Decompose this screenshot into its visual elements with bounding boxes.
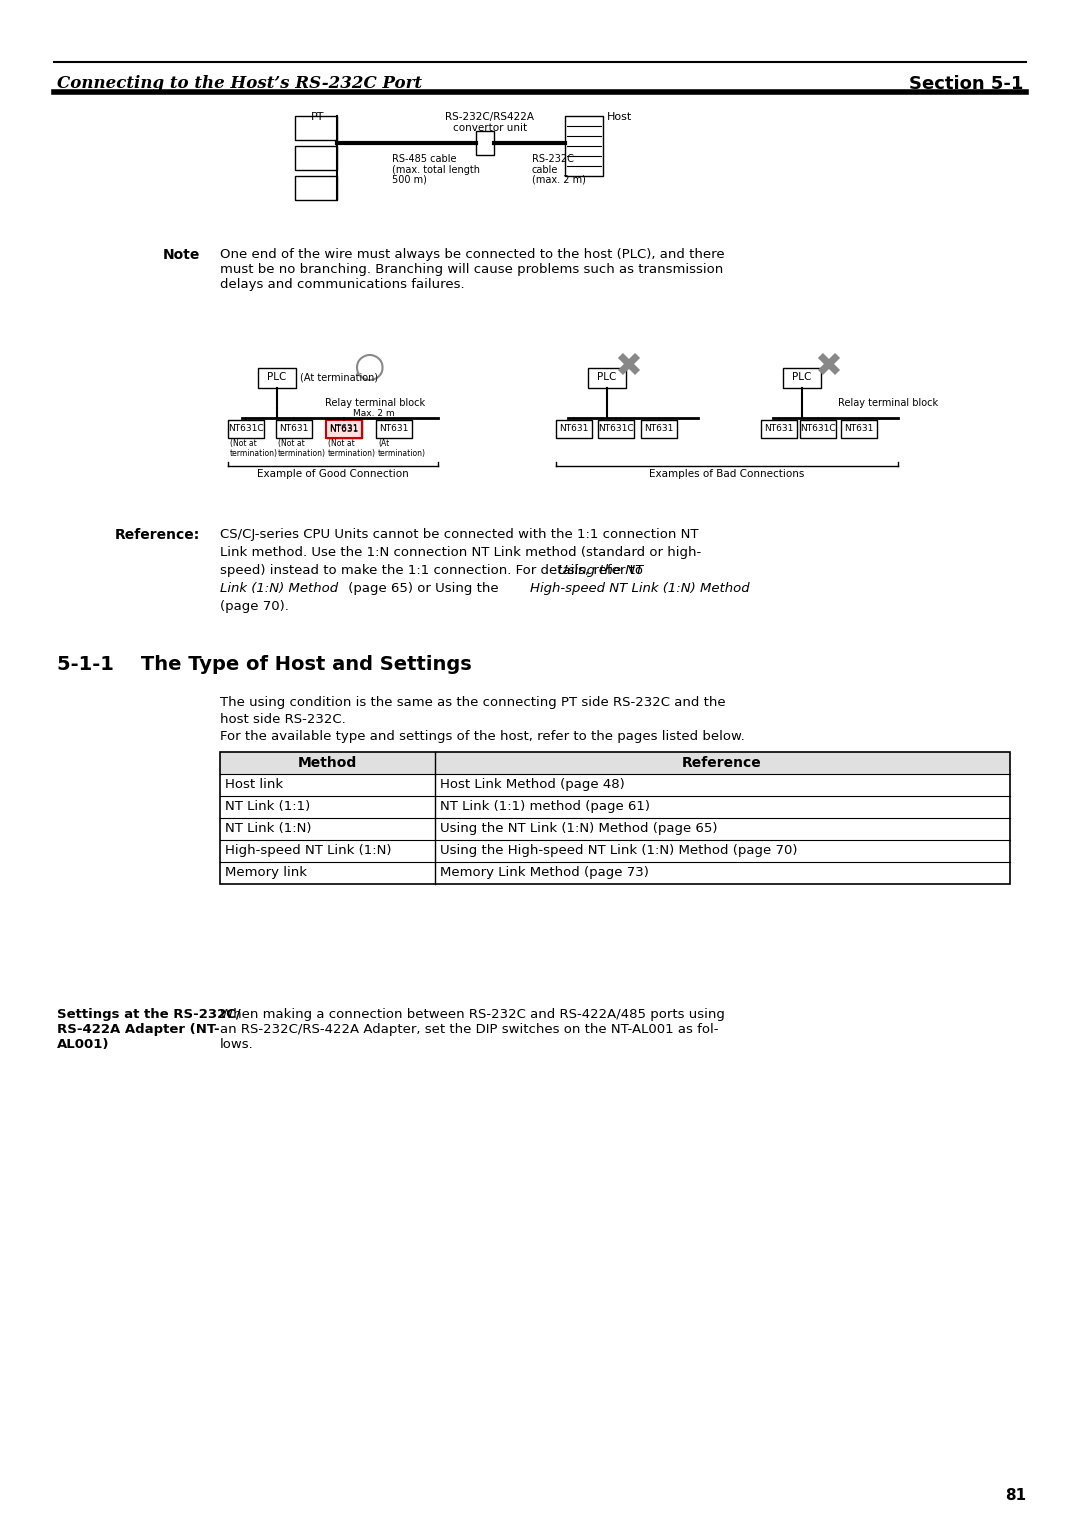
- Text: Using the NT Link (1:N) Method (page 65): Using the NT Link (1:N) Method (page 65): [440, 822, 717, 834]
- Bar: [276, 420, 312, 439]
- Bar: [295, 176, 337, 200]
- Text: High-speed NT Link (1:N): High-speed NT Link (1:N): [225, 843, 391, 857]
- Bar: [556, 420, 592, 439]
- Text: CS/CJ-series CPU Units cannot be connected with the 1:1 connection NT: CS/CJ-series CPU Units cannot be connect…: [220, 529, 699, 541]
- Text: NT631: NT631: [379, 423, 408, 432]
- Text: Using the NT: Using the NT: [558, 564, 644, 578]
- Bar: [220, 752, 1010, 885]
- Text: ○: ○: [354, 350, 386, 384]
- Text: RS-232C/RS422A: RS-232C/RS422A: [446, 112, 535, 122]
- Text: Method: Method: [297, 756, 356, 770]
- Text: NT631: NT631: [280, 423, 309, 432]
- Text: NT Link (1:1): NT Link (1:1): [225, 801, 310, 813]
- Text: Memory link: Memory link: [225, 866, 307, 879]
- Text: Link method. Use the 1:N connection NT Link method (standard or high-: Link method. Use the 1:N connection NT L…: [220, 545, 701, 559]
- Text: NT631: NT631: [765, 423, 794, 432]
- Text: NT Link (1:N): NT Link (1:N): [225, 822, 311, 834]
- Text: Reference: Reference: [683, 756, 761, 770]
- Bar: [841, 420, 877, 439]
- Bar: [220, 752, 1010, 775]
- Text: Relay terminal block: Relay terminal block: [838, 397, 939, 408]
- Text: 500 m): 500 m): [392, 176, 427, 185]
- Text: NT631C: NT631C: [228, 423, 264, 432]
- Text: NT631C: NT631C: [800, 423, 836, 432]
- Bar: [476, 131, 494, 154]
- Text: (Not at
termination): (Not at termination): [278, 439, 326, 458]
- Text: When making a connection between RS-232C and RS-422A/485 ports using
an RS-232C/: When making a connection between RS-232C…: [220, 1008, 725, 1051]
- Text: For the available type and settings of the host, refer to the pages listed below: For the available type and settings of t…: [220, 730, 745, 743]
- Text: NT Link (1:1) method (page 61): NT Link (1:1) method (page 61): [440, 801, 650, 813]
- Bar: [258, 368, 296, 388]
- Text: ✖: ✖: [814, 350, 842, 384]
- Text: Host: Host: [607, 112, 632, 122]
- Text: NT631: NT631: [329, 425, 359, 434]
- Bar: [326, 420, 362, 439]
- Text: NT631C: NT631C: [598, 423, 634, 432]
- Text: RS-232C: RS-232C: [532, 154, 573, 163]
- Text: One end of the wire must always be connected to the host (PLC), and there
must b: One end of the wire must always be conne…: [220, 248, 725, 290]
- Text: host side RS-232C.: host side RS-232C.: [220, 714, 346, 726]
- Text: 81: 81: [1004, 1488, 1026, 1504]
- Bar: [228, 420, 264, 439]
- Text: RS-485 cable: RS-485 cable: [392, 154, 457, 163]
- Text: PLC: PLC: [793, 371, 812, 382]
- Text: High-speed NT Link (1:N) Method: High-speed NT Link (1:N) Method: [530, 582, 750, 594]
- Bar: [783, 368, 821, 388]
- Text: convertor unit: convertor unit: [453, 122, 527, 133]
- Text: 5-1-1    The Type of Host and Settings: 5-1-1 The Type of Host and Settings: [57, 656, 472, 674]
- Text: Connecting to the Host’s RS-232C Port: Connecting to the Host’s RS-232C Port: [57, 75, 422, 92]
- Text: (At termination): (At termination): [300, 371, 378, 382]
- Text: Example of Good Connection: Example of Good Connection: [257, 469, 409, 478]
- Text: NT631: NT631: [645, 423, 674, 432]
- Bar: [326, 420, 362, 439]
- Text: Note: Note: [163, 248, 200, 261]
- Text: PLC: PLC: [268, 371, 286, 382]
- Text: (At
termination): (At termination): [378, 439, 426, 458]
- Text: PT: PT: [311, 112, 325, 122]
- Text: The using condition is the same as the connecting PT side RS-232C and the: The using condition is the same as the c…: [220, 695, 726, 709]
- Text: (page 65) or Using the: (page 65) or Using the: [345, 582, 503, 594]
- Text: Max. 2 m: Max. 2 m: [353, 410, 394, 419]
- Bar: [295, 116, 337, 141]
- Text: Examples of Bad Connections: Examples of Bad Connections: [649, 469, 805, 478]
- Bar: [598, 420, 634, 439]
- Bar: [376, 420, 411, 439]
- Bar: [800, 420, 836, 439]
- Text: Reference:: Reference:: [114, 529, 200, 542]
- Text: ✖: ✖: [615, 350, 642, 384]
- Text: NT631: NT631: [845, 423, 874, 432]
- Text: Host Link Method (page 48): Host Link Method (page 48): [440, 778, 624, 792]
- Text: Memory Link Method (page 73): Memory Link Method (page 73): [440, 866, 649, 879]
- Bar: [295, 147, 337, 170]
- Text: NT631: NT631: [329, 423, 359, 432]
- Bar: [565, 116, 603, 176]
- Text: (max. total length: (max. total length: [392, 165, 480, 176]
- Text: Host link: Host link: [225, 778, 283, 792]
- Text: (page 70).: (page 70).: [220, 601, 288, 613]
- Text: Settings at the RS-232C/
RS-422A Adapter (NT-
AL001): Settings at the RS-232C/ RS-422A Adapter…: [57, 1008, 241, 1051]
- Text: Relay terminal block: Relay terminal block: [325, 397, 426, 408]
- Text: Link (1:N) Method: Link (1:N) Method: [220, 582, 338, 594]
- Text: (Not at
termination): (Not at termination): [328, 439, 376, 458]
- Text: Section 5-1: Section 5-1: [908, 75, 1023, 93]
- Text: (max. 2 m): (max. 2 m): [532, 176, 585, 185]
- Text: speed) instead to make the 1:1 connection. For details, refer to: speed) instead to make the 1:1 connectio…: [220, 564, 647, 578]
- Text: (Not at
termination): (Not at termination): [230, 439, 278, 458]
- Text: cable: cable: [532, 165, 558, 176]
- Bar: [642, 420, 677, 439]
- Text: NT631: NT631: [559, 423, 589, 432]
- Text: PLC: PLC: [597, 371, 617, 382]
- Bar: [588, 368, 626, 388]
- Bar: [761, 420, 797, 439]
- Text: Using the High-speed NT Link (1:N) Method (page 70): Using the High-speed NT Link (1:N) Metho…: [440, 843, 797, 857]
